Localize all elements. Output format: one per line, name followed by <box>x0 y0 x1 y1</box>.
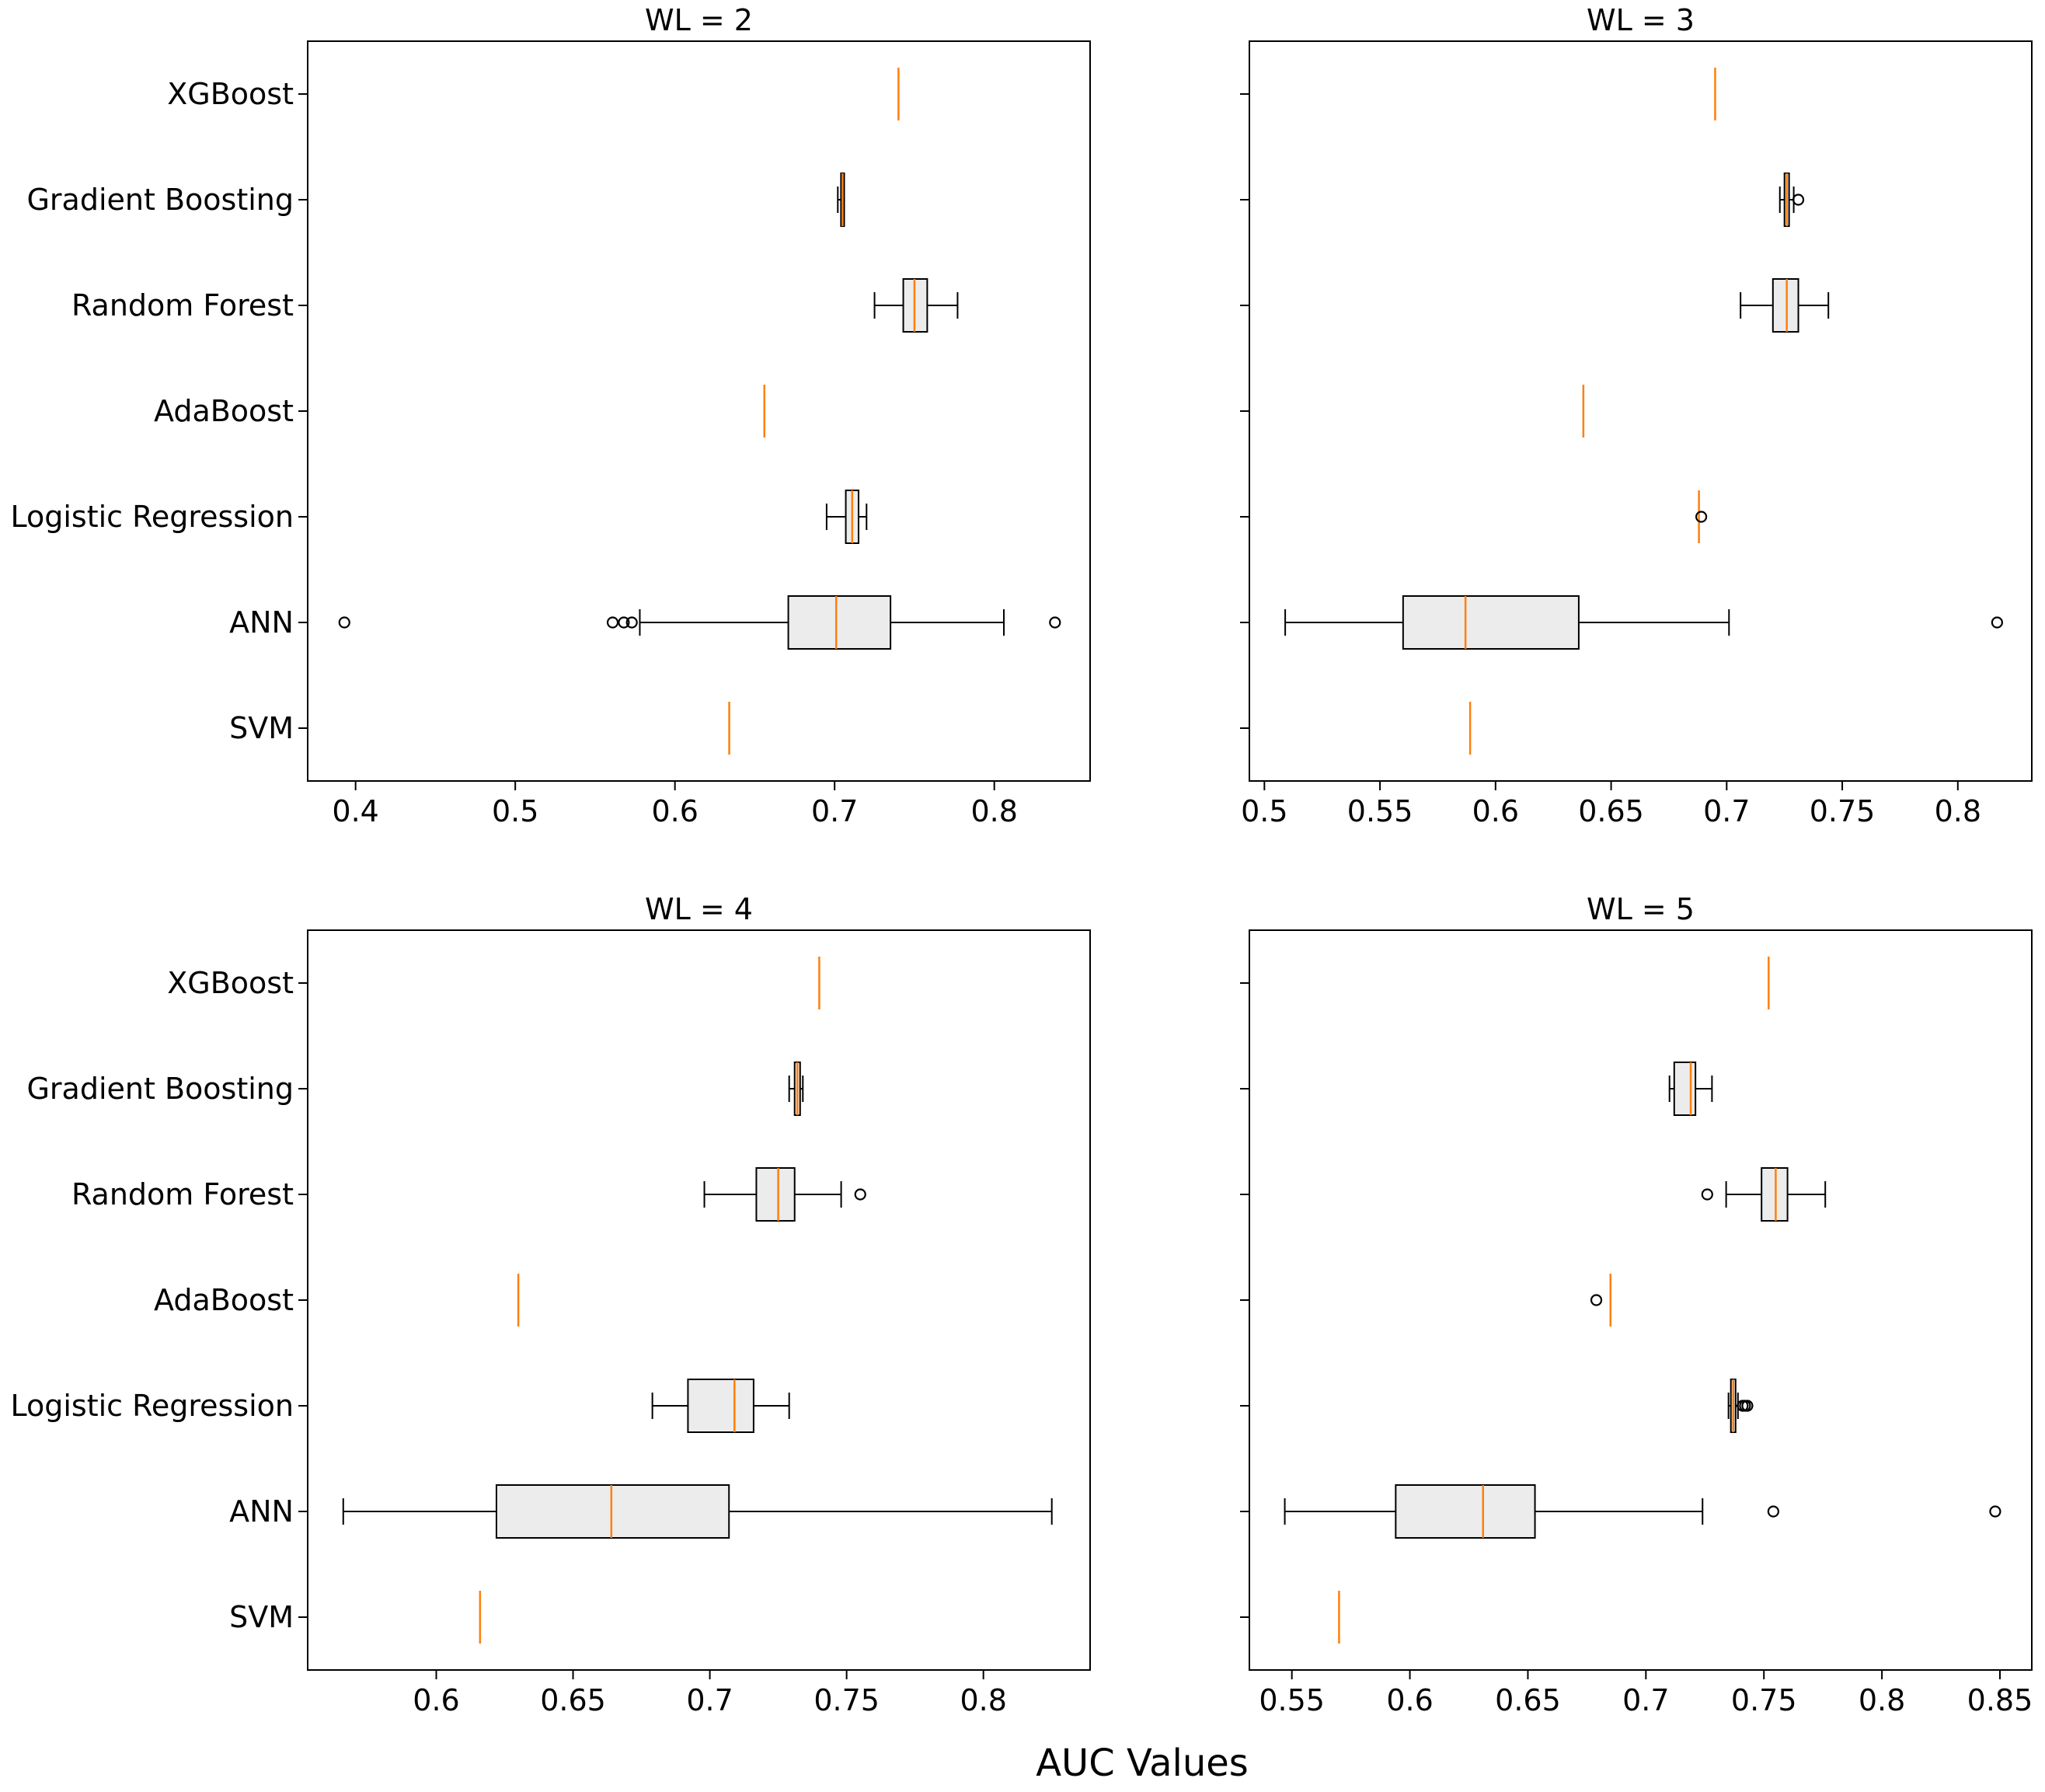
category-label-svm: SVM <box>229 711 294 745</box>
x-tick-label: 0.8 <box>970 794 1017 828</box>
iqr-box <box>1402 595 1580 650</box>
box-adaboost <box>1590 1274 1612 1327</box>
category-label-ann: ANN <box>229 1494 294 1529</box>
x-tick-label: 0.7 <box>686 1683 733 1717</box>
x-tick-label: 0.7 <box>1703 794 1750 828</box>
panel-title: WL = 5 <box>1587 892 1695 926</box>
box-gradient-boosting <box>1668 1062 1713 1116</box>
iqr-box <box>1761 1167 1789 1222</box>
x-tick-label: 0.65 <box>1495 1683 1561 1717</box>
panel-1: WL = 2 SVM ANN Logistic Regression AdaBoost R… <box>10 3 1091 828</box>
x-tick-label: 0.6 <box>651 794 698 828</box>
category-label-xgboost: XGBoost <box>167 966 294 1000</box>
box-random-forest <box>703 1167 866 1222</box>
category-label-xgboost: XGBoost <box>167 77 294 111</box>
x-tick-label: 0.8 <box>1935 794 1981 828</box>
category-label-ann: ANN <box>229 605 294 640</box>
x-tick-label: 0.75 <box>813 1683 880 1717</box>
outlier-point <box>1701 1188 1713 1201</box>
box-random-forest <box>1701 1167 1827 1222</box>
x-tick-label: 0.55 <box>1347 794 1413 828</box>
iqr-box <box>687 1379 754 1433</box>
x-tick-label: 0.55 <box>1259 1683 1325 1717</box>
category-label-gradient-boosting: Gradient Boosting <box>26 183 294 217</box>
category-label-random-forest: Random Forest <box>71 288 294 322</box>
box-ann <box>338 595 1061 650</box>
x-tick-label: 0.5 <box>492 794 538 828</box>
x-tick-label: 0.4 <box>332 794 378 828</box>
panel-title: WL = 4 <box>645 892 753 926</box>
x-axis-label: AUC Values <box>1036 1741 1249 1785</box>
outlier-point <box>618 616 630 629</box>
category-label-logistic-regression: Logistic Regression <box>10 1389 294 1423</box>
panel-title: WL = 3 <box>1587 3 1695 37</box>
panel-4: WL = 5 0.55 0.6 0.65 0.7 0.75 0.8 0.85 <box>1240 892 2033 1717</box>
x-tick-label: 0.65 <box>1578 794 1644 828</box>
category-label-random-forest: Random Forest <box>71 1177 294 1212</box>
x-tick-label: 0.75 <box>1810 794 1876 828</box>
outlier-point <box>1989 1505 2001 1518</box>
iqr-box <box>755 1167 796 1222</box>
panels: WL = 2 SVM ANN Logistic Regression AdaBoost R… <box>10 3 2033 1717</box>
category-label-adaboost: AdaBoost <box>154 1283 294 1317</box>
category-label-gradient-boosting: Gradient Boosting <box>26 1072 294 1106</box>
panel-3: WL = 4 SVM ANN Logistic Regression AdaBoost R… <box>10 892 1091 1717</box>
plot-frame <box>307 929 1091 1671</box>
category-label-adaboost: AdaBoost <box>154 394 294 428</box>
x-tick-label: 0.75 <box>1731 1683 1797 1717</box>
outlier-point <box>1590 1294 1603 1306</box>
category-label-svm: SVM <box>229 1600 294 1634</box>
x-tick-label: 0.6 <box>1472 794 1519 828</box>
box-logistic-regression <box>1695 490 1708 543</box>
iqr-box <box>1772 278 1799 333</box>
iqr-box <box>1395 1484 1536 1539</box>
plot-frame <box>1249 40 2033 782</box>
iqr-box <box>495 1484 730 1539</box>
outlier-point <box>1767 1505 1779 1518</box>
iqr-box <box>787 595 892 650</box>
panel-title: WL = 2 <box>645 3 753 37</box>
x-tick-label: 0.65 <box>540 1683 606 1717</box>
outlier-point <box>625 616 638 629</box>
category-label-logistic-regression: Logistic Regression <box>10 500 294 534</box>
box-logistic-regression <box>651 1379 790 1433</box>
x-tick-label: 0.85 <box>1967 1683 2033 1717</box>
outlier-point <box>1741 1400 1754 1412</box>
box-ann <box>1284 595 2003 650</box>
outlier-point <box>338 616 350 629</box>
outlier-point <box>1991 616 2003 629</box>
box-random-forest <box>1740 278 1830 333</box>
x-tick-label: 0.8 <box>960 1683 1006 1717</box>
outlier-point <box>1049 616 1061 629</box>
box-random-forest <box>873 278 959 333</box>
outlier-point <box>1792 193 1805 206</box>
box-gradient-boosting <box>1778 173 1805 227</box>
x-tick-label: 0.7 <box>1622 1683 1669 1717</box>
x-tick-label: 0.5 <box>1241 794 1287 828</box>
x-tick-label: 0.7 <box>811 794 858 828</box>
outlier-point <box>854 1188 866 1201</box>
box-gradient-boosting <box>837 173 845 227</box>
box-logistic-regression <box>1727 1379 1754 1433</box>
outlier-point <box>1695 511 1708 523</box>
plot-frame <box>1249 929 2033 1671</box>
box-logistic-regression <box>825 490 868 544</box>
x-tick-label: 0.6 <box>413 1683 459 1717</box>
panel-2: WL = 3 0.5 0.55 0.6 0.65 0.7 0.75 0.8 <box>1240 3 2033 828</box>
x-tick-label: 0.8 <box>1859 1683 1905 1717</box>
outlier-point <box>606 616 619 629</box>
iqr-box <box>1673 1062 1697 1116</box>
box-gradient-boosting <box>788 1062 804 1116</box>
x-tick-label: 0.6 <box>1386 1683 1433 1717</box>
box-ann <box>342 1484 1053 1539</box>
plot-frame <box>307 40 1091 782</box>
box-ann <box>1284 1484 2001 1539</box>
